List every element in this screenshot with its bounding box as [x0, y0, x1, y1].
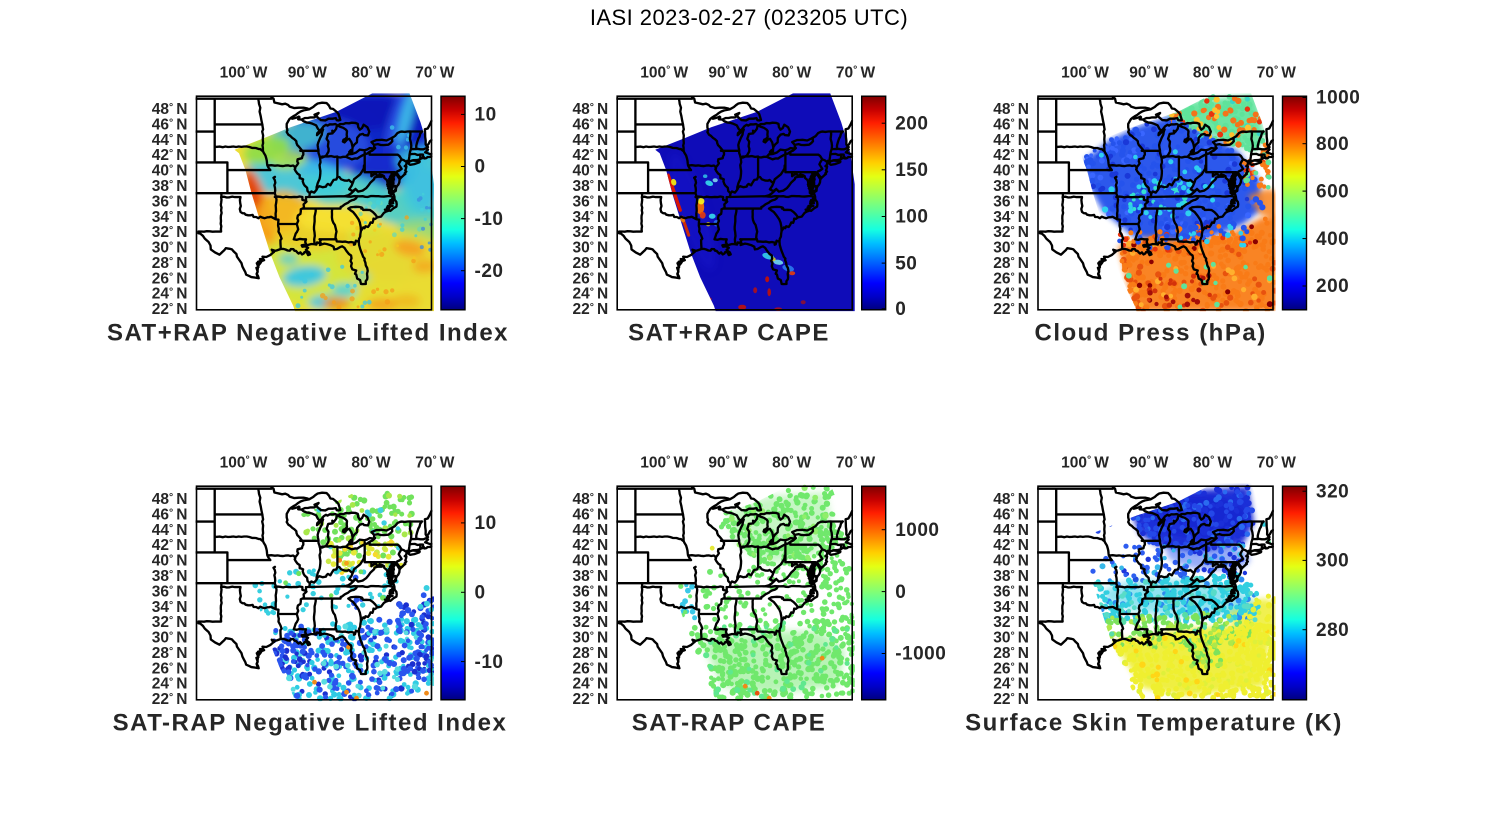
svg-text:Surface Skin Temperature (K): Surface Skin Temperature (K) [965, 710, 1343, 737]
svg-text:200: 200 [1316, 276, 1349, 297]
svg-text:0: 0 [895, 299, 906, 320]
svg-text:Cloud Press (hPa): Cloud Press (hPa) [1034, 320, 1266, 347]
svg-text:SAT-RAP CAPE: SAT-RAP CAPE [632, 710, 826, 737]
svg-text:SAT+RAP Negative Lifted Index: SAT+RAP Negative Lifted Index [107, 320, 509, 347]
svg-text:100: 100 [895, 207, 928, 228]
svg-text:10: 10 [475, 105, 497, 126]
svg-text:10: 10 [475, 513, 497, 534]
svg-text:0: 0 [895, 582, 906, 603]
svg-text:SAT-RAP Negative Lifted Index: SAT-RAP Negative Lifted Index [113, 710, 508, 737]
svg-text:-1000: -1000 [895, 644, 946, 665]
svg-text:1000: 1000 [895, 520, 939, 541]
svg-text:1000: 1000 [1316, 88, 1360, 109]
svg-text:320: 320 [1316, 481, 1349, 502]
svg-text:400: 400 [1316, 229, 1349, 250]
svg-text:-10: -10 [475, 209, 504, 230]
svg-text:50: 50 [895, 253, 917, 274]
svg-text:0: 0 [475, 157, 486, 178]
svg-text:150: 150 [895, 160, 928, 181]
svg-text:-20: -20 [475, 261, 504, 282]
svg-text:SAT+RAP CAPE: SAT+RAP CAPE [628, 320, 830, 347]
svg-text:300: 300 [1316, 551, 1349, 572]
svg-text:IASI 2023-02-27 (023205 UTC): IASI 2023-02-27 (023205 UTC) [590, 5, 908, 30]
svg-text:-10: -10 [475, 652, 504, 673]
svg-text:800: 800 [1316, 134, 1349, 155]
svg-text:600: 600 [1316, 181, 1349, 202]
svg-text:280: 280 [1316, 620, 1349, 641]
svg-text:200: 200 [895, 113, 928, 134]
svg-text:0: 0 [475, 583, 486, 604]
